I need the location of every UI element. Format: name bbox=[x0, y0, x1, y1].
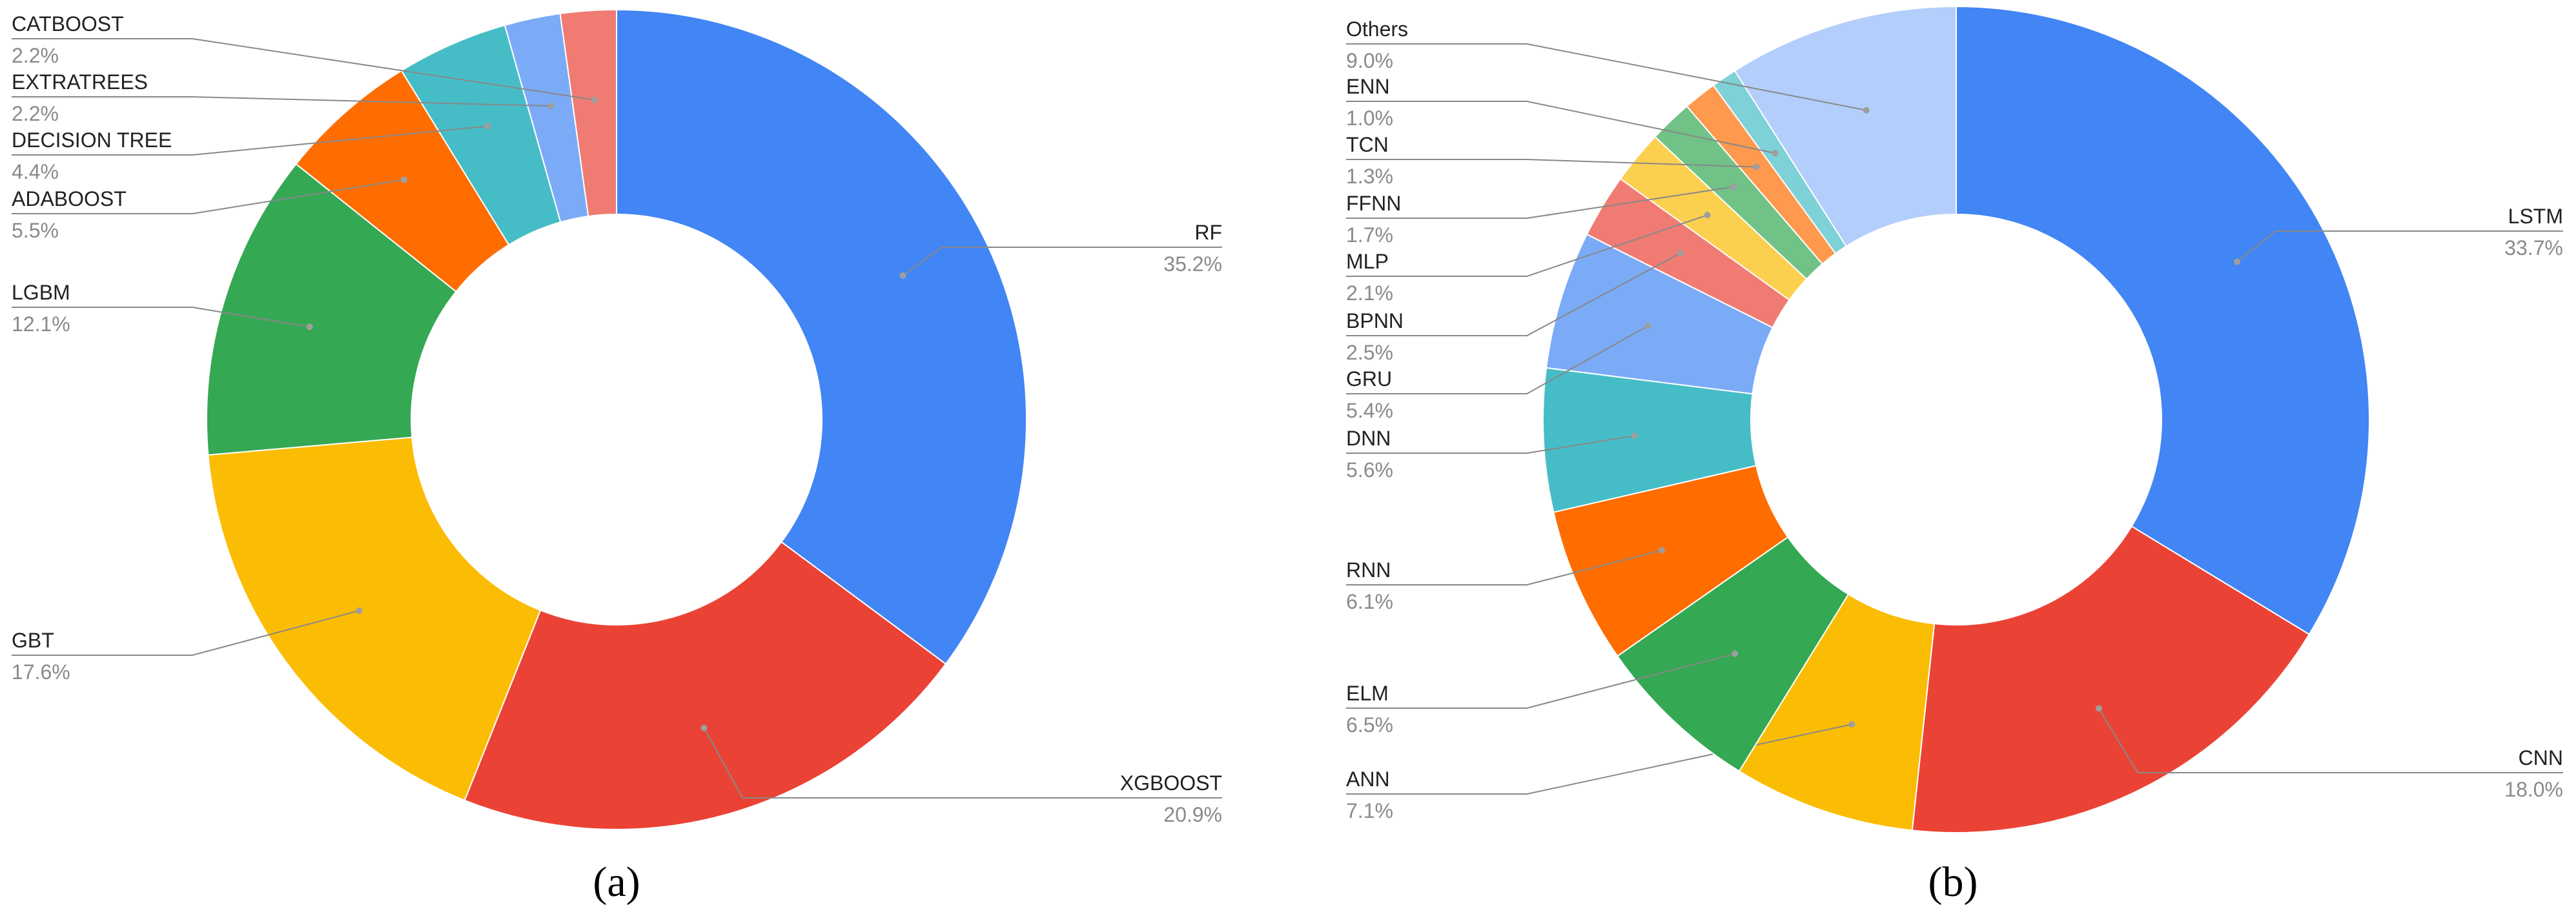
caption-b: (b) bbox=[1928, 859, 1978, 906]
leader-dot-catboost bbox=[591, 96, 598, 103]
leader-line-gru bbox=[1346, 325, 1649, 394]
leader-line-mlp bbox=[1346, 214, 1708, 277]
slice-value-lstm: 33.7% bbox=[2504, 236, 2563, 260]
slice-lstm bbox=[1956, 5, 2370, 636]
leader-dot-xgboost bbox=[700, 724, 708, 731]
slice-label-bpnn: BPNN bbox=[1346, 309, 1404, 332]
leader-dot-others bbox=[1863, 107, 1870, 114]
leader-dot-enn bbox=[1772, 150, 1779, 157]
slice-value-gbt: 17.6% bbox=[12, 660, 70, 684]
leader-line-decision-tree bbox=[12, 125, 488, 156]
slice-label-xgboost: XGBOOST bbox=[1120, 771, 1222, 795]
leader-dot-mlp bbox=[1704, 212, 1711, 219]
slice-label-cnn: CNN bbox=[2519, 746, 2563, 769]
slice-others bbox=[1733, 5, 1957, 247]
donut-chart-b: LSTM 33.7% CNN 18.0% ANN 7.1% ELM 6.5% RNN 6.1% DN… bbox=[1346, 5, 2563, 833]
slice-value-catboost: 2.2% bbox=[12, 44, 59, 67]
slice-label-lgbm: LGBM bbox=[12, 281, 70, 304]
leader-line-tcn bbox=[1346, 159, 1757, 168]
slice-value-adaboost: 5.5% bbox=[12, 219, 59, 242]
slice-value-xgboost: 20.9% bbox=[1163, 803, 1222, 826]
leader-dot-decision-tree bbox=[484, 123, 491, 130]
leader-dot-ann bbox=[1848, 721, 1855, 728]
leader-line-rnn bbox=[1346, 549, 1662, 585]
slice-catboost bbox=[559, 8, 617, 218]
leader-line-cnn bbox=[2098, 707, 2563, 773]
slice-label-ann: ANN bbox=[1346, 768, 1390, 791]
leader-line-rf bbox=[902, 247, 1222, 276]
leader-dot-dnn bbox=[1631, 433, 1638, 440]
leader-line-elm bbox=[1346, 653, 1735, 709]
slice-value-mlp: 2.1% bbox=[1346, 281, 1393, 305]
slice-label-dnn: DNN bbox=[1346, 427, 1391, 450]
slice-label-mlp: MLP bbox=[1346, 250, 1389, 273]
leader-dot-tcn bbox=[1753, 163, 1760, 170]
leader-dot-rnn bbox=[1658, 547, 1665, 554]
leader-line-ffnn bbox=[1346, 186, 1734, 219]
leader-line-lgbm bbox=[12, 307, 310, 328]
leader-dot-gbt bbox=[356, 607, 363, 614]
slice-rf bbox=[616, 8, 1027, 665]
leader-line-gbt bbox=[12, 610, 360, 656]
slice-label-others: Others bbox=[1346, 17, 1408, 41]
leader-dot-lstm bbox=[2233, 258, 2240, 265]
leader-line-xgboost bbox=[703, 728, 1222, 799]
slice-label-catboost: CATBOOST bbox=[12, 12, 124, 36]
slice-value-gru: 5.4% bbox=[1346, 399, 1393, 422]
leader-dot-extratrees bbox=[547, 103, 554, 110]
slice-value-ann: 7.1% bbox=[1346, 799, 1393, 822]
slice-label-elm: ELM bbox=[1346, 682, 1389, 705]
leader-line-bpnn bbox=[1346, 252, 1681, 336]
leader-line-lstm bbox=[2236, 230, 2563, 263]
leader-line-catboost bbox=[12, 38, 595, 101]
leader-dot-lgbm bbox=[306, 323, 313, 331]
slice-value-enn: 1.0% bbox=[1346, 107, 1393, 130]
leader-line-enn bbox=[1346, 101, 1775, 154]
slice-value-ffnn: 1.7% bbox=[1346, 223, 1393, 247]
caption-a: (a) bbox=[593, 859, 640, 906]
leader-line-dnn bbox=[1346, 435, 1635, 454]
leader-line-others bbox=[1346, 43, 1866, 111]
slice-label-rnn: RNN bbox=[1346, 558, 1391, 582]
leader-dot-gru bbox=[1644, 322, 1651, 329]
slice-label-gru: GRU bbox=[1346, 367, 1392, 391]
slice-value-bpnn: 2.5% bbox=[1346, 341, 1393, 364]
leader-line-extratrees bbox=[12, 96, 551, 107]
slice-label-tcn: TCN bbox=[1346, 133, 1389, 156]
slice-label-ffnn: FFNN bbox=[1346, 192, 1401, 215]
slice-value-decision-tree: 4.4% bbox=[12, 160, 59, 183]
slice-lgbm bbox=[206, 163, 457, 456]
leader-dot-ffnn bbox=[1730, 183, 1737, 190]
slice-cnn bbox=[1911, 525, 2311, 833]
leader-dot-elm bbox=[1732, 650, 1739, 657]
leader-dot-bpnn bbox=[1677, 249, 1684, 256]
leader-dot-rf bbox=[899, 272, 906, 279]
slice-value-tcn: 1.3% bbox=[1346, 165, 1393, 188]
slice-xgboost bbox=[464, 541, 947, 830]
slice-value-cnn: 18.0% bbox=[2504, 778, 2563, 801]
leader-dot-adaboost bbox=[400, 176, 407, 183]
leader-line-adaboost bbox=[12, 179, 404, 214]
slice-label-adaboost: ADABOOST bbox=[12, 187, 127, 210]
donut-chart-a: RF 35.2% XGBOOST 20.9% GBT 17.6% LGBM 12.1% ADAB… bbox=[12, 8, 1222, 830]
slice-value-elm: 6.5% bbox=[1346, 713, 1393, 737]
slice-gbt bbox=[207, 436, 542, 802]
slice-label-decision-tree: DECISION TREE bbox=[12, 128, 172, 152]
slice-label-lstm: LSTM bbox=[2508, 205, 2563, 228]
leader-dot-cnn bbox=[2095, 705, 2102, 712]
slice-value-lgbm: 12.1% bbox=[12, 312, 70, 336]
slice-value-rf: 35.2% bbox=[1163, 252, 1222, 276]
slice-value-others: 9.0% bbox=[1346, 49, 1393, 72]
slice-value-extratrees: 2.2% bbox=[12, 102, 59, 125]
slice-value-rnn: 6.1% bbox=[1346, 590, 1393, 613]
slice-label-gbt: GBT bbox=[12, 629, 54, 652]
slice-label-extratrees: EXTRATREES bbox=[12, 70, 148, 94]
slice-value-dnn: 5.6% bbox=[1346, 458, 1393, 482]
slice-label-enn: ENN bbox=[1346, 75, 1390, 98]
slice-label-rf: RF bbox=[1194, 221, 1222, 244]
